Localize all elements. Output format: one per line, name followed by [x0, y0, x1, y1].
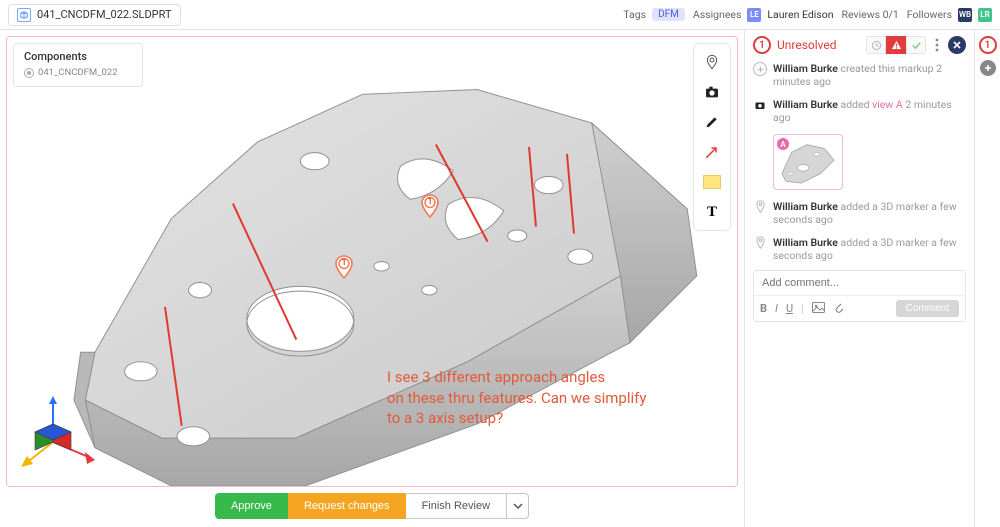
- activity-mid: added: [838, 98, 872, 111]
- followers-label: Followers: [907, 8, 952, 21]
- attachment-icon[interactable]: [833, 301, 844, 316]
- tool-rail: T: [693, 43, 731, 231]
- plus-circle-icon: [753, 62, 767, 76]
- activity-user: William Burke: [773, 98, 838, 111]
- thumbnail-part-icon: [774, 135, 842, 189]
- kebab-menu-icon[interactable]: [930, 36, 944, 54]
- request-changes-button[interactable]: Request changes: [288, 493, 406, 519]
- check-icon[interactable]: [906, 36, 926, 54]
- comment-box: B I U | Comment: [753, 270, 966, 322]
- reviews-label: Reviews 0/1: [842, 8, 899, 21]
- review-actions-caret[interactable]: [507, 493, 529, 519]
- tag-chip[interactable]: DFM: [652, 8, 685, 21]
- tags-label: Tags: [623, 8, 646, 21]
- comment-input[interactable]: [754, 271, 965, 295]
- annotation-line: I see 3 different approach angles: [387, 367, 646, 387]
- text-tool-icon[interactable]: T: [700, 200, 724, 224]
- follower-avatar[interactable]: WB: [958, 8, 972, 22]
- underline-icon[interactable]: U: [786, 302, 793, 315]
- activity-user: William Burke: [773, 200, 838, 213]
- topbar: 041_CNCDFM_022.SLDPRT Tags DFM Assignees…: [0, 0, 1000, 30]
- history-icon[interactable]: [866, 36, 886, 54]
- color-swatch-tool[interactable]: [700, 170, 724, 194]
- 3d-marker-icon[interactable]: 1: [334, 254, 354, 280]
- text-tool-label: T: [707, 204, 717, 221]
- component-name: 041_CNCDFM_022: [38, 67, 118, 78]
- viewport[interactable]: 1 1 I see 3 different approach angles on …: [6, 36, 738, 487]
- comment-toolbar: B I U | Comment: [754, 295, 965, 321]
- comment-panel: 1 Unresolved: [744, 30, 974, 527]
- arrow-tool-icon[interactable]: [700, 140, 724, 164]
- bold-icon[interactable]: B: [760, 302, 767, 315]
- activity-item: William Burke added a 3D marker a few se…: [753, 236, 966, 262]
- pin-icon: [753, 236, 767, 250]
- activity-log: William Burke created this markup 2 minu…: [753, 62, 966, 262]
- activity-user: William Burke: [773, 62, 838, 75]
- tags-group: Tags DFM: [623, 8, 685, 21]
- activity-item: William Burke created this markup 2 minu…: [753, 62, 966, 88]
- annotation-text: I see 3 different approach angles on the…: [387, 367, 646, 428]
- approve-button[interactable]: Approve: [215, 493, 288, 519]
- annotation-line: on these thru features. Can we simplify: [387, 388, 646, 408]
- review-actions: Approve Request changes Finish Review: [6, 487, 738, 523]
- component-item[interactable]: 041_CNCDFM_022: [24, 67, 132, 78]
- camera-circle-icon: [753, 98, 767, 112]
- unresolved-count[interactable]: 1: [753, 36, 771, 54]
- activity-item: William Burke added view A 2 minutes ago: [753, 98, 966, 124]
- filename: 041_CNCDFM_022.SLDPRT: [37, 8, 172, 21]
- pencil-tool-icon[interactable]: [700, 110, 724, 134]
- 3d-marker-icon[interactable]: 1: [420, 193, 440, 219]
- italic-icon[interactable]: I: [775, 302, 778, 315]
- chevron-down-icon: [513, 501, 523, 511]
- marker-tool-icon[interactable]: [700, 50, 724, 74]
- image-icon[interactable]: [812, 302, 825, 316]
- file-chip[interactable]: 041_CNCDFM_022.SLDPRT: [8, 4, 181, 26]
- add-markup-icon[interactable]: [980, 60, 996, 76]
- annotation-line: to a 3 axis setup?: [387, 408, 646, 428]
- components-title: Components: [24, 50, 132, 63]
- components-panel: Components 041_CNCDFM_022: [13, 43, 143, 87]
- right-rail: 1: [974, 30, 1000, 527]
- visibility-icon[interactable]: [24, 68, 34, 78]
- swatch-icon: [703, 175, 721, 189]
- assignees-group: Assignees LE Lauren Edison: [693, 8, 834, 22]
- camera-tool-icon[interactable]: [700, 80, 724, 104]
- comment-submit-button[interactable]: Comment: [896, 300, 959, 317]
- close-icon[interactable]: [948, 36, 966, 54]
- follower-avatar[interactable]: LR: [978, 8, 992, 22]
- comment-panel-header: 1 Unresolved: [753, 36, 966, 54]
- view-thumbnail[interactable]: A: [773, 134, 966, 190]
- rail-unresolved-count[interactable]: 1: [979, 36, 997, 54]
- assignees-label: Assignees: [693, 8, 742, 21]
- assignee-avatar[interactable]: LE: [747, 8, 761, 22]
- finish-review-button[interactable]: Finish Review: [406, 493, 507, 519]
- followers-group: Followers WB LR: [907, 8, 992, 22]
- part-file-icon: [17, 8, 31, 22]
- warning-icon[interactable]: [886, 36, 906, 54]
- activity-user: William Burke: [773, 236, 838, 249]
- pin-icon: [753, 200, 767, 214]
- assignee-name: Lauren Edison: [767, 8, 833, 21]
- reviews-group[interactable]: Reviews 0/1: [842, 8, 899, 21]
- activity-link[interactable]: view A: [872, 98, 903, 111]
- activity-item: William Burke added a 3D marker a few se…: [753, 200, 966, 226]
- orientation-cube-icon[interactable]: [19, 394, 99, 474]
- unresolved-label: Unresolved: [777, 38, 837, 52]
